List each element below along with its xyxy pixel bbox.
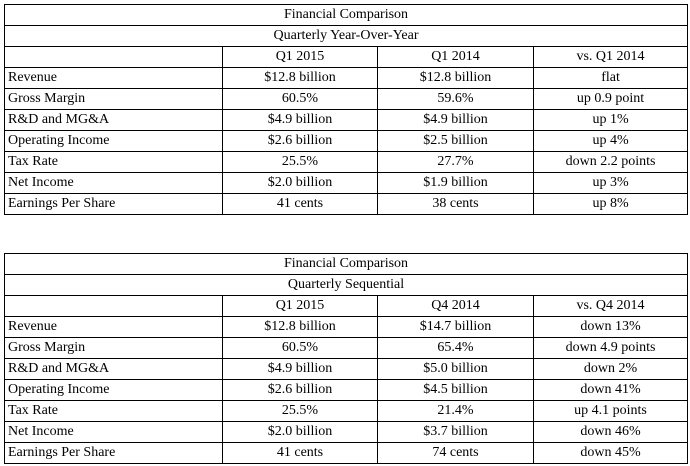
table-row: Revenue $12.8 billion $12.8 billion flat	[4, 67, 689, 89]
row-label: R&D and MG&A	[4, 109, 223, 131]
change-cell: down 46%	[532, 421, 689, 443]
table-title: Financial Comparison	[3, 4, 689, 26]
table-header-row: Q1 2015 Q1 2014 vs. Q1 2014	[4, 46, 689, 68]
value-cell: 38 cents	[377, 193, 534, 215]
table-row: R&D and MG&A $4.9 billion $4.9 billion u…	[4, 109, 689, 131]
table-title-row: Financial Comparison	[3, 253, 689, 275]
change-cell: flat	[532, 67, 689, 89]
value-cell: $12.8 billion	[222, 316, 378, 338]
value-cell: 25.5%	[222, 151, 378, 173]
table-row: Earnings Per Share 41 cents 74 cents dow…	[4, 442, 689, 464]
row-label: Revenue	[4, 67, 223, 89]
value-cell: $4.9 billion	[377, 109, 534, 131]
table-title-row: Financial Comparison	[3, 4, 689, 26]
table-row: Earnings Per Share 41 cents 38 cents up …	[4, 193, 689, 215]
row-label: Tax Rate	[4, 151, 223, 173]
change-cell: down 4.9 points	[532, 337, 689, 359]
value-cell: $2.6 billion	[222, 379, 378, 401]
table-header-row: Q1 2015 Q4 2014 vs. Q4 2014	[4, 295, 689, 317]
value-cell: 41 cents	[222, 442, 378, 464]
value-cell: $2.6 billion	[222, 130, 378, 152]
value-cell: $12.8 billion	[222, 67, 378, 89]
table-row: Gross Margin 60.5% 59.6% up 0.9 point	[4, 88, 689, 110]
value-cell: $3.7 billion	[377, 421, 534, 443]
value-cell: $2.0 billion	[222, 172, 378, 194]
change-cell: up 1%	[532, 109, 689, 131]
value-cell: 41 cents	[222, 193, 378, 215]
header-cell-blank	[4, 46, 223, 68]
header-cell-current: Q1 2015	[222, 46, 378, 68]
row-label: Operating Income	[4, 130, 223, 152]
row-label: Gross Margin	[4, 88, 223, 110]
value-cell: 65.4%	[377, 337, 534, 359]
change-cell: up 4%	[532, 130, 689, 152]
change-cell: up 0.9 point	[532, 88, 689, 110]
table-row: Net Income $2.0 billion $1.9 billion up …	[4, 172, 689, 194]
value-cell: $5.0 billion	[377, 358, 534, 380]
table-row: Tax Rate 25.5% 27.7% down 2.2 points	[4, 151, 689, 173]
row-label: R&D and MG&A	[4, 358, 223, 380]
table-subtitle: Quarterly Year-Over-Year	[3, 25, 689, 47]
value-cell: $4.9 billion	[222, 109, 378, 131]
header-cell-change: vs. Q1 2014	[532, 46, 689, 68]
change-cell: down 13%	[532, 316, 689, 338]
row-label: Gross Margin	[4, 337, 223, 359]
row-label: Tax Rate	[4, 400, 223, 422]
sequential-comparison-table: Financial Comparison Quarterly Sequentia…	[3, 253, 689, 464]
value-cell: $2.5 billion	[377, 130, 534, 152]
header-cell-blank	[4, 295, 223, 317]
value-cell: $12.8 billion	[377, 67, 534, 89]
table-subtitle-row: Quarterly Sequential	[3, 274, 689, 296]
header-cell-change: vs. Q4 2014	[532, 295, 689, 317]
value-cell: $2.0 billion	[222, 421, 378, 443]
table-row: Revenue $12.8 billion $14.7 billion down…	[4, 316, 689, 338]
row-label: Earnings Per Share	[4, 193, 223, 215]
sequential-table-body: Financial Comparison Quarterly Sequentia…	[3, 253, 689, 464]
header-cell-prior: Q4 2014	[377, 295, 534, 317]
change-cell: down 45%	[532, 442, 689, 464]
row-label: Revenue	[4, 316, 223, 338]
row-label: Earnings Per Share	[4, 442, 223, 464]
change-cell: down 2%	[532, 358, 689, 380]
value-cell: 59.6%	[377, 88, 534, 110]
value-cell: 60.5%	[222, 88, 378, 110]
value-cell: 60.5%	[222, 337, 378, 359]
table-subtitle-row: Quarterly Year-Over-Year	[3, 25, 689, 47]
yoy-table-body: Financial Comparison Quarterly Year-Over…	[3, 4, 689, 215]
table-row: Tax Rate 25.5% 21.4% up 4.1 points	[4, 400, 689, 422]
row-label: Operating Income	[4, 379, 223, 401]
table-subtitle: Quarterly Sequential	[3, 274, 689, 296]
table-title: Financial Comparison	[3, 253, 689, 275]
table-row: R&D and MG&A $4.9 billion $5.0 billion d…	[4, 358, 689, 380]
value-cell: 27.7%	[377, 151, 534, 173]
value-cell: $1.9 billion	[377, 172, 534, 194]
row-label: Net Income	[4, 421, 223, 443]
value-cell: $4.9 billion	[222, 358, 378, 380]
value-cell: 74 cents	[377, 442, 534, 464]
table-row: Operating Income $2.6 billion $2.5 billi…	[4, 130, 689, 152]
table-row: Net Income $2.0 billion $3.7 billion dow…	[4, 421, 689, 443]
change-cell: down 2.2 points	[532, 151, 689, 173]
yoy-comparison-table: Financial Comparison Quarterly Year-Over…	[3, 4, 689, 215]
change-cell: down 41%	[532, 379, 689, 401]
table-row: Gross Margin 60.5% 65.4% down 4.9 points	[4, 337, 689, 359]
change-cell: up 3%	[532, 172, 689, 194]
value-cell: $14.7 billion	[377, 316, 534, 338]
table-row: Operating Income $2.6 billion $4.5 billi…	[4, 379, 689, 401]
value-cell: 21.4%	[377, 400, 534, 422]
value-cell: 25.5%	[222, 400, 378, 422]
row-label: Net Income	[4, 172, 223, 194]
value-cell: $4.5 billion	[377, 379, 534, 401]
header-cell-prior: Q1 2014	[377, 46, 534, 68]
change-cell: up 4.1 points	[532, 400, 689, 422]
header-cell-current: Q1 2015	[222, 295, 378, 317]
change-cell: up 8%	[532, 193, 689, 215]
